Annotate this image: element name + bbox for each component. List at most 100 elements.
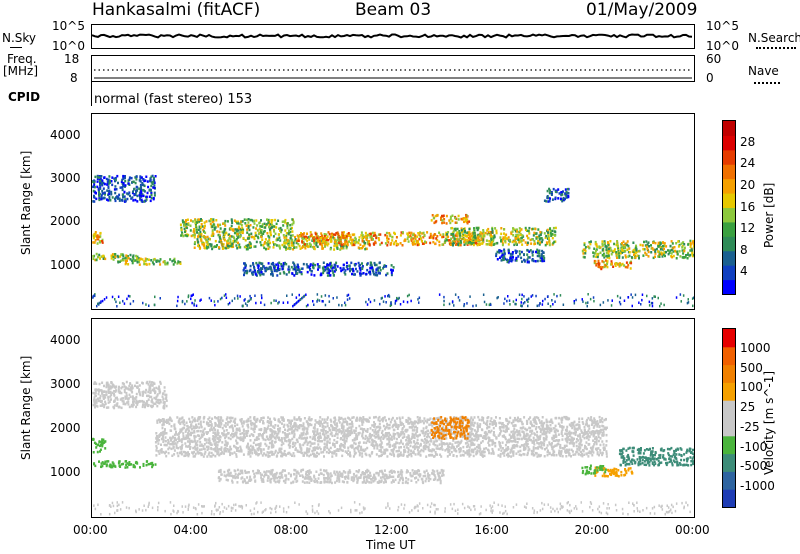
echo-cell (98, 180, 101, 183)
echo-cell (296, 429, 299, 432)
echo-cell (531, 238, 534, 241)
echo-cell (313, 454, 316, 457)
echo-cell (136, 401, 139, 405)
echo-cell (314, 423, 317, 426)
echo-cell (549, 197, 551, 200)
colorbar-bin (723, 207, 735, 223)
echo-cell (539, 454, 542, 457)
noise-cell (472, 304, 474, 308)
echo-cell (145, 402, 148, 406)
echo-cell (654, 241, 657, 245)
echo-cell (647, 255, 650, 258)
echo-cell (238, 227, 241, 230)
echo-cell (607, 247, 610, 251)
echo-cell (593, 419, 596, 422)
echo-cell (461, 435, 464, 439)
echo-cell (621, 249, 623, 252)
echo-cell (463, 243, 466, 246)
echo-cell (590, 240, 592, 243)
echo-cell (460, 241, 463, 244)
power-plot-area (92, 174, 696, 308)
echo-cell (218, 236, 221, 239)
echo-cell (229, 240, 232, 244)
echo-cell (355, 240, 358, 244)
echo-cell (686, 257, 689, 260)
echo-cell (278, 430, 281, 433)
echo-cell (509, 239, 511, 242)
echo-cell (240, 223, 243, 227)
echo-cell (101, 197, 104, 200)
echo-cell (601, 249, 604, 252)
echo-cell (142, 194, 145, 198)
echo-cell (114, 255, 117, 258)
echo-cell (474, 447, 477, 450)
echo-cell (232, 235, 235, 239)
echo-cell (156, 398, 159, 402)
echo-cell (271, 273, 274, 276)
echo-cell (537, 447, 540, 450)
echo-cell (601, 254, 604, 257)
echo-cell (564, 193, 567, 197)
noise-cell (369, 300, 372, 304)
noise-cell (541, 303, 544, 306)
echo-cell (205, 445, 208, 449)
noise-cell (348, 297, 351, 300)
noise-cell (506, 299, 508, 303)
echo-cell (501, 452, 504, 455)
echo-cell (677, 240, 680, 243)
echo-cell (94, 191, 97, 194)
echo-cell (296, 440, 299, 444)
echo-cell (283, 245, 286, 249)
echo-cell (472, 239, 475, 243)
y-tick-label: 1000 (50, 257, 81, 272)
echo-cell (274, 218, 277, 222)
echo-cell (284, 229, 287, 232)
echo-cell (277, 424, 280, 428)
echo-cell (124, 259, 127, 262)
echo-cell (100, 179, 103, 182)
echo-cell (301, 267, 304, 270)
echo-cell (518, 253, 521, 256)
echo-cell (166, 261, 169, 265)
echo-cell (131, 261, 134, 265)
echo-cell (283, 220, 286, 223)
echo-cell (534, 427, 537, 431)
echo-cell (232, 229, 235, 232)
noise-cell (277, 302, 279, 305)
echo-cell (239, 222, 242, 226)
echo-cell (136, 255, 139, 259)
echo-cell (546, 189, 549, 193)
echo-cell (131, 384, 134, 387)
echo-cell (590, 416, 593, 419)
echo-cell (97, 176, 100, 179)
echo-cell (501, 243, 504, 247)
echo-cell (624, 265, 627, 269)
echo-cell (438, 240, 441, 244)
echo-cell (642, 254, 645, 257)
echo-cell (608, 256, 611, 260)
echo-cell (124, 397, 127, 400)
echo-cell (285, 246, 288, 249)
echo-cell (186, 234, 189, 238)
echo-cell (265, 435, 268, 438)
echo-cell (140, 187, 142, 190)
echo-cell (321, 240, 324, 243)
echo-cell (236, 247, 239, 250)
echo-cell (151, 461, 154, 465)
echo-cell (421, 242, 424, 245)
echo-cell (135, 178, 138, 181)
noise-cell (553, 293, 555, 296)
echo-cell (132, 259, 135, 263)
echo-cell (158, 452, 161, 455)
echo-cell (253, 267, 256, 270)
echo-cell (257, 437, 260, 441)
noise-cell (249, 294, 251, 298)
echo-cell (141, 405, 144, 409)
echo-cell (501, 242, 504, 245)
echo-cell (350, 261, 353, 265)
echo-cell (100, 182, 103, 185)
echo-cell (160, 433, 163, 436)
echo-cell (424, 240, 426, 243)
nsearch-legend-line (756, 47, 796, 49)
noise-cell (514, 302, 516, 306)
